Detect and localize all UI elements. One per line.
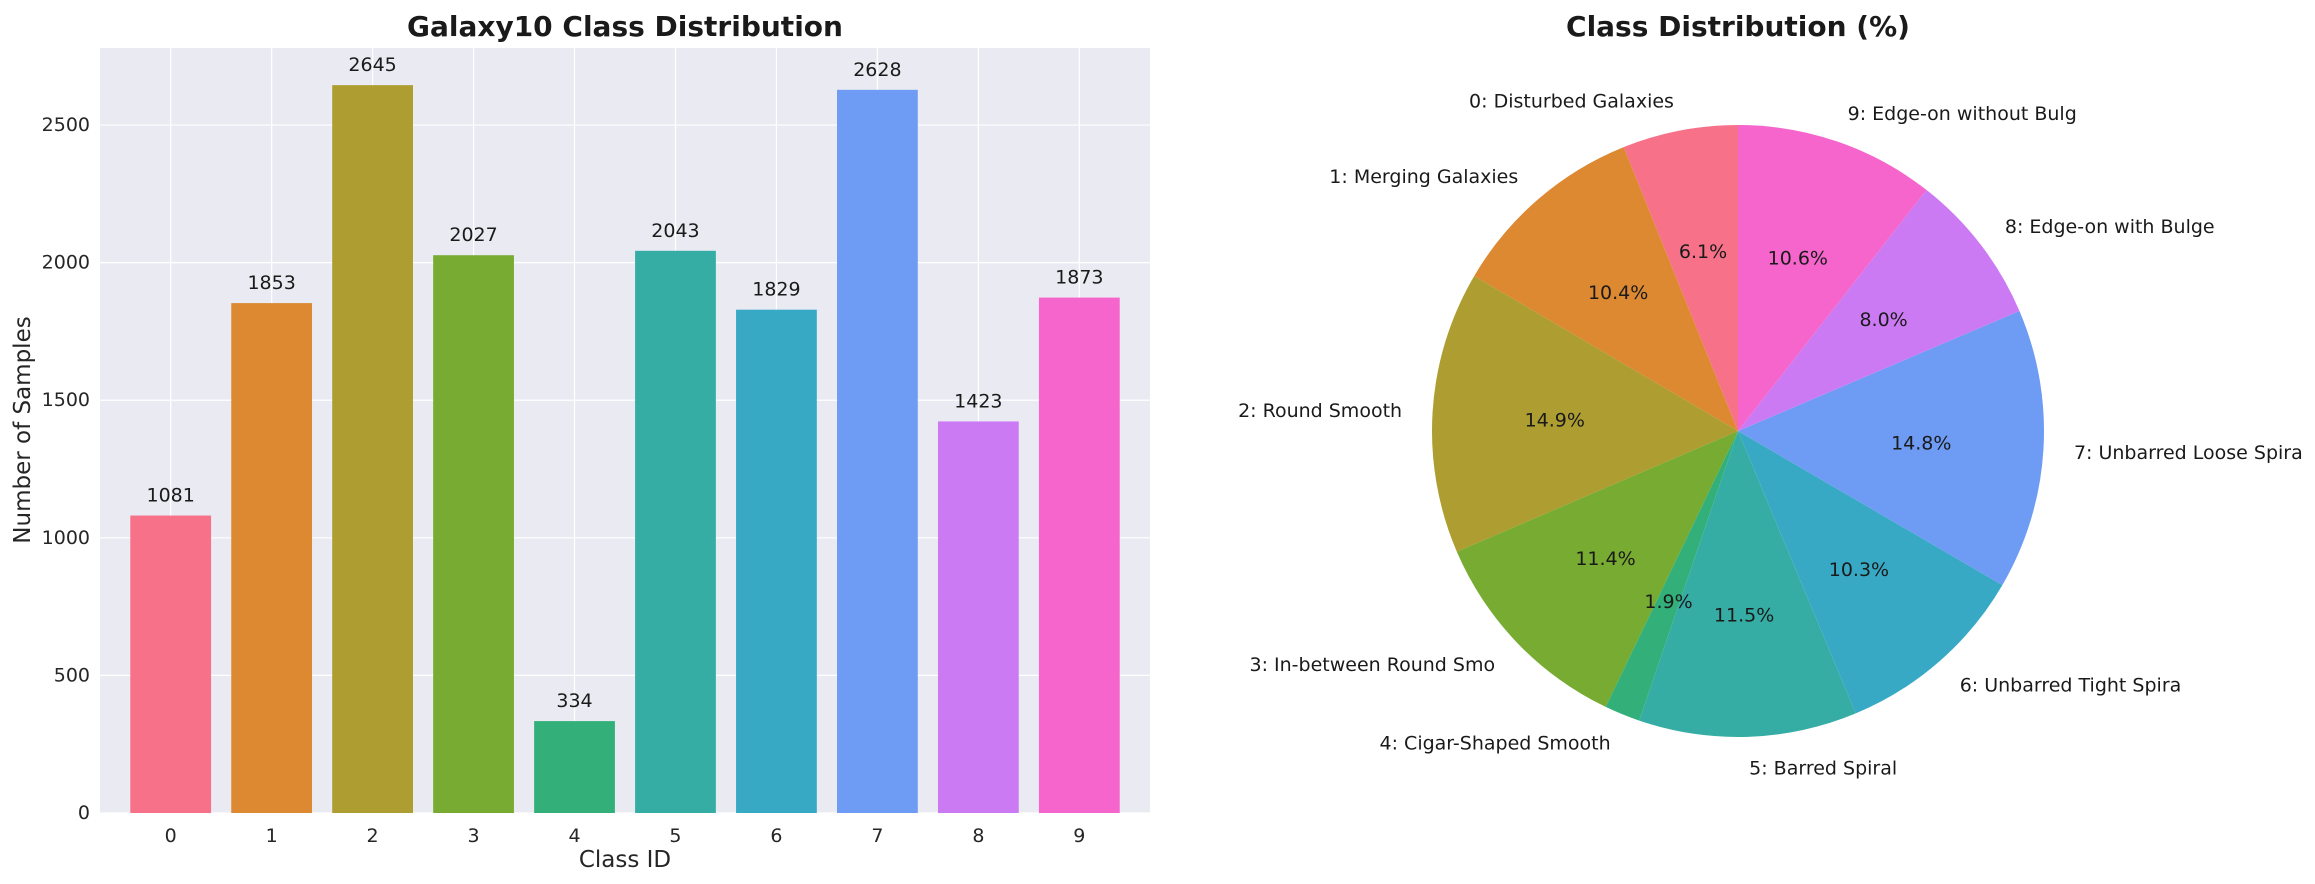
bar-x-axis-label: Class ID (579, 847, 671, 873)
bar-data-label: 2043 (651, 220, 699, 242)
y-tick-label: 2500 (42, 114, 90, 136)
pie-percent-label: 10.3% (1829, 559, 1889, 581)
bar (736, 309, 817, 813)
bar (635, 250, 716, 813)
bar-data-label: 1829 (752, 279, 800, 301)
pie-wedge (1474, 147, 1738, 432)
x-tick-label: 6 (770, 825, 782, 847)
bar (332, 85, 413, 813)
pie-percent-label: 8.0% (1859, 309, 1907, 331)
pie-wedge (1456, 431, 1738, 707)
bar-x-ticks: 0 1 2 3 4 5 6 7 8 9 (165, 825, 1086, 847)
bar-chart: 108118532645202733420431829262814231873 … (10, 10, 1150, 873)
bar-data-label: 1853 (247, 272, 295, 294)
pie-category-label: 8: Edge-on with Bulge (2005, 216, 2215, 238)
x-tick-label: 0 (165, 825, 177, 847)
pie-wedge (1738, 125, 1927, 431)
pie-category-label: 0: Disturbed Galaxies (1469, 91, 1674, 113)
y-tick-label: 2000 (42, 252, 90, 274)
pie-wedge (1738, 189, 2020, 431)
pie-percent-label: 1.9% (1644, 591, 1692, 613)
bar (534, 721, 615, 813)
bar (130, 515, 212, 813)
pie-percent-label: 10.4% (1588, 282, 1648, 304)
bar-data-label: 2628 (853, 59, 901, 81)
pie-category-labels: 0: Disturbed Galaxies 1: Merging Galaxies… (1238, 91, 2303, 780)
pie-percent-label: 14.9% (1525, 409, 1585, 431)
pie-percent-label: 10.6% (1768, 247, 1828, 269)
pie-wedge (1623, 125, 1738, 431)
bar-data-label: 334 (556, 690, 592, 712)
pie-percent-label: 11.5% (1714, 604, 1774, 626)
y-tick-label: 0 (78, 802, 90, 824)
y-tick-label: 1000 (42, 527, 90, 549)
bar (231, 303, 313, 813)
pie-category-label: 2: Round Smooth (1238, 400, 1402, 422)
bar (1038, 297, 1120, 813)
pie-wedge (1639, 431, 1856, 738)
pie-category-label: 7: Unbarred Loose Spira (2074, 442, 2303, 464)
pie-percent-label: 6.1% (1679, 241, 1727, 263)
bar-chart-title: Galaxy10 Class Distribution (407, 10, 843, 43)
bar-data-label: 2645 (348, 54, 396, 76)
y-tick-label: 500 (54, 664, 90, 686)
bar-data-label: 1423 (954, 390, 1002, 412)
x-tick-label: 9 (1073, 825, 1085, 847)
pie-percent-labels: 6.1% 10.4% 14.9% 11.4% 1.9% 11.5% 10.3% 14.8% 8.… (1525, 241, 1952, 627)
x-tick-label: 7 (871, 825, 883, 847)
bar-data-label: 1873 (1055, 267, 1103, 289)
bar (433, 255, 514, 813)
pie-category-label: 6: Unbarred Tight Spira (1960, 674, 2182, 696)
pie-category-label: 1: Merging Galaxies (1329, 166, 1518, 188)
pie-category-label: 4: Cigar-Shaped Smooth (1380, 733, 1611, 755)
pie-category-label: 9: Edge-on without Bulg (1848, 103, 2077, 125)
bar-data-label: 1081 (146, 485, 194, 507)
x-tick-label: 5 (669, 825, 681, 847)
x-tick-label: 3 (468, 825, 480, 847)
x-tick-label: 2 (367, 825, 379, 847)
pie-wedges (1432, 125, 2044, 738)
pie-chart: Class Distribution (%) 6.1% 10.4% 14.9% 11.… (1238, 10, 2303, 779)
pie-category-label: 3: In-between Round Smo (1250, 654, 1496, 676)
pie-wedge (1605, 431, 1738, 721)
bar (837, 89, 918, 814)
bar-y-ticks: 0 500 1000 1500 2000 2500 (42, 114, 90, 824)
pie-wedge (1738, 310, 2044, 586)
pie-chart-title: Class Distribution (%) (1566, 10, 1910, 43)
bar-data-labels: 1081 1853 2645 2027 334 2043 1829 2628 1423 1873 (146, 54, 1103, 712)
pie-wedge (1432, 275, 1738, 552)
bar-data-label: 2027 (449, 224, 497, 246)
bar (937, 421, 1019, 813)
x-tick-label: 4 (568, 825, 580, 847)
pie-wedge (1738, 431, 2003, 714)
pie-percent-label: 11.4% (1575, 548, 1635, 570)
bar-y-axis-label: Number of Samples (10, 316, 36, 543)
y-tick-label: 1500 (42, 389, 90, 411)
pie-category-label: 5: Barred Spiral (1749, 757, 1897, 779)
x-tick-label: 1 (266, 825, 278, 847)
bar-series (130, 85, 1120, 814)
x-tick-label: 8 (972, 825, 984, 847)
pie-percent-label: 14.8% (1891, 432, 1951, 454)
